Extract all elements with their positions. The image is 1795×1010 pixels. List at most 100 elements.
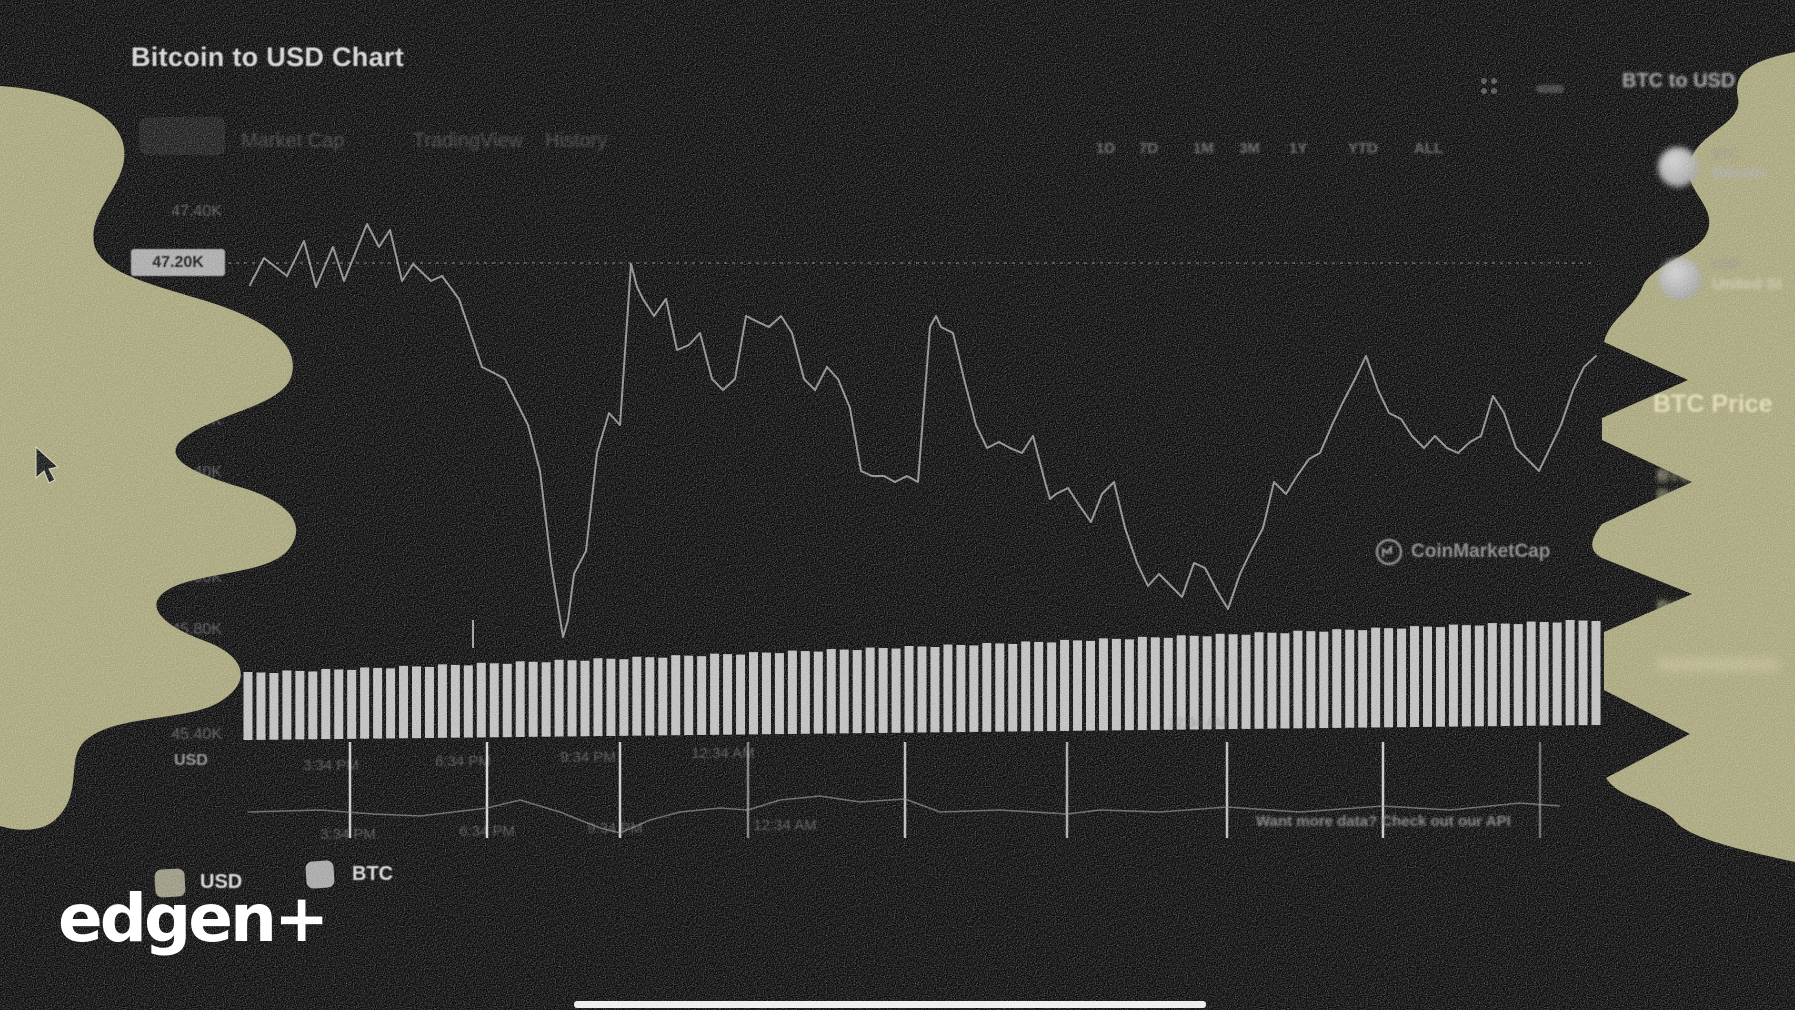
volume-bar [697,656,707,735]
volume-bar [839,649,849,734]
volume-bar [1111,638,1121,731]
volume-bar [606,658,616,736]
volume-bar [1474,625,1484,727]
volume-bar [1306,631,1316,729]
grid-dots-icon[interactable] [1480,77,1498,95]
volume-bar [904,646,914,733]
usd-currency-icon[interactable] [1659,258,1701,300]
volume-bar [632,656,642,736]
volume-bar [1073,640,1083,731]
volume-bar [878,648,888,733]
volume-bar [528,661,538,737]
volume-bar [969,645,979,732]
volume-bar [865,647,875,734]
volume-bar [1280,633,1290,729]
volume-bar [1332,629,1342,728]
watermark-label: CoinMarketCap [1411,541,1551,562]
volume-bar [1241,634,1251,729]
volume-bar [1410,626,1420,728]
volume-bar [360,667,370,739]
volume-bar [1319,631,1329,729]
volume-bar [956,644,966,733]
volume-bar [1384,628,1394,728]
volume-bar [1228,634,1238,730]
blurred-stat-row [1657,658,1779,671]
volume-bar [1060,639,1070,731]
volume-bar [282,670,292,740]
volume-bar [386,668,396,739]
currency-name: United St [1712,276,1783,293]
volume-bar [541,662,551,737]
volume-bar [787,650,797,734]
edgen-brand-logo: edgen+ [58,880,329,957]
volume-bar [852,650,862,734]
volume-bar [736,654,746,735]
volume-bar [308,671,318,740]
volume-bar [450,664,460,738]
volume-bar [1539,622,1549,726]
volume-bar [619,659,629,736]
volume-bar [813,651,823,734]
volume-bar [1500,623,1510,727]
volume-bar [800,651,810,734]
volume-bar [943,644,953,733]
volume-bar [1578,620,1588,726]
volume-bar [489,663,499,738]
volume-bar [269,672,279,740]
volume-bar [502,663,512,738]
volume-bar [671,655,681,736]
volume-bar [321,668,331,740]
volume-bar [761,652,771,735]
currency-symbol: USD [1712,256,1740,271]
page-title: Bitcoin to USD Chart [131,42,404,72]
volume-bar [1397,628,1407,728]
x-axis-ghost-label: 12:34 AM [1168,714,1228,730]
volume-bar [412,666,421,739]
coin-name: Bitcoin [1712,165,1767,182]
volume-bar [1047,642,1057,732]
volume-bar [424,666,434,738]
volume-bar [1267,632,1277,729]
volume-bar [1371,627,1381,728]
volume-bar [1293,630,1303,729]
btc-price-heading: BTC Price [1653,390,1773,418]
volume-bar [463,665,473,738]
volume-bar [658,657,668,736]
current-price-badge: 47.20K [131,249,225,276]
volume-bar [373,667,383,739]
api-link[interactable]: Want more data? Check out our API [1256,813,1511,830]
volume-bar [476,662,486,738]
volume-bar [1086,640,1095,731]
volume-bar [256,672,266,740]
btc-coin-icon[interactable] [1658,147,1698,187]
volume-bar [774,653,784,735]
coinmarketcap-logo-icon [1375,538,1403,566]
volume-bar [1435,627,1445,727]
volume-bar [580,660,590,737]
volume-bar [1565,620,1575,726]
coinmarketcap-watermark: CoinMarketCap [1375,538,1550,566]
right-panel-heading: BTC to USD Ch [1622,70,1768,92]
volume-bar [437,664,447,738]
volume-bar [1021,641,1031,732]
volume-bar [1137,636,1147,731]
volume-bar [645,657,655,736]
volume-bar [749,652,758,735]
volume-bar [1124,639,1134,731]
volume-bar [684,655,694,736]
active-tab-pill [139,117,225,155]
volume-bar [982,642,992,732]
volume-bar [1345,629,1355,728]
volume-bar [826,649,836,734]
volume-bar [1487,623,1497,727]
volume-bar [1591,621,1601,725]
volume-bar [1034,641,1044,732]
volume-bar [1254,632,1264,729]
minus-icon[interactable] [1536,85,1564,93]
volume-bar [1461,625,1471,727]
horizontal-scrollbar[interactable] [574,1001,1206,1008]
volume-bar [334,669,344,739]
volume-bar [1526,621,1536,726]
